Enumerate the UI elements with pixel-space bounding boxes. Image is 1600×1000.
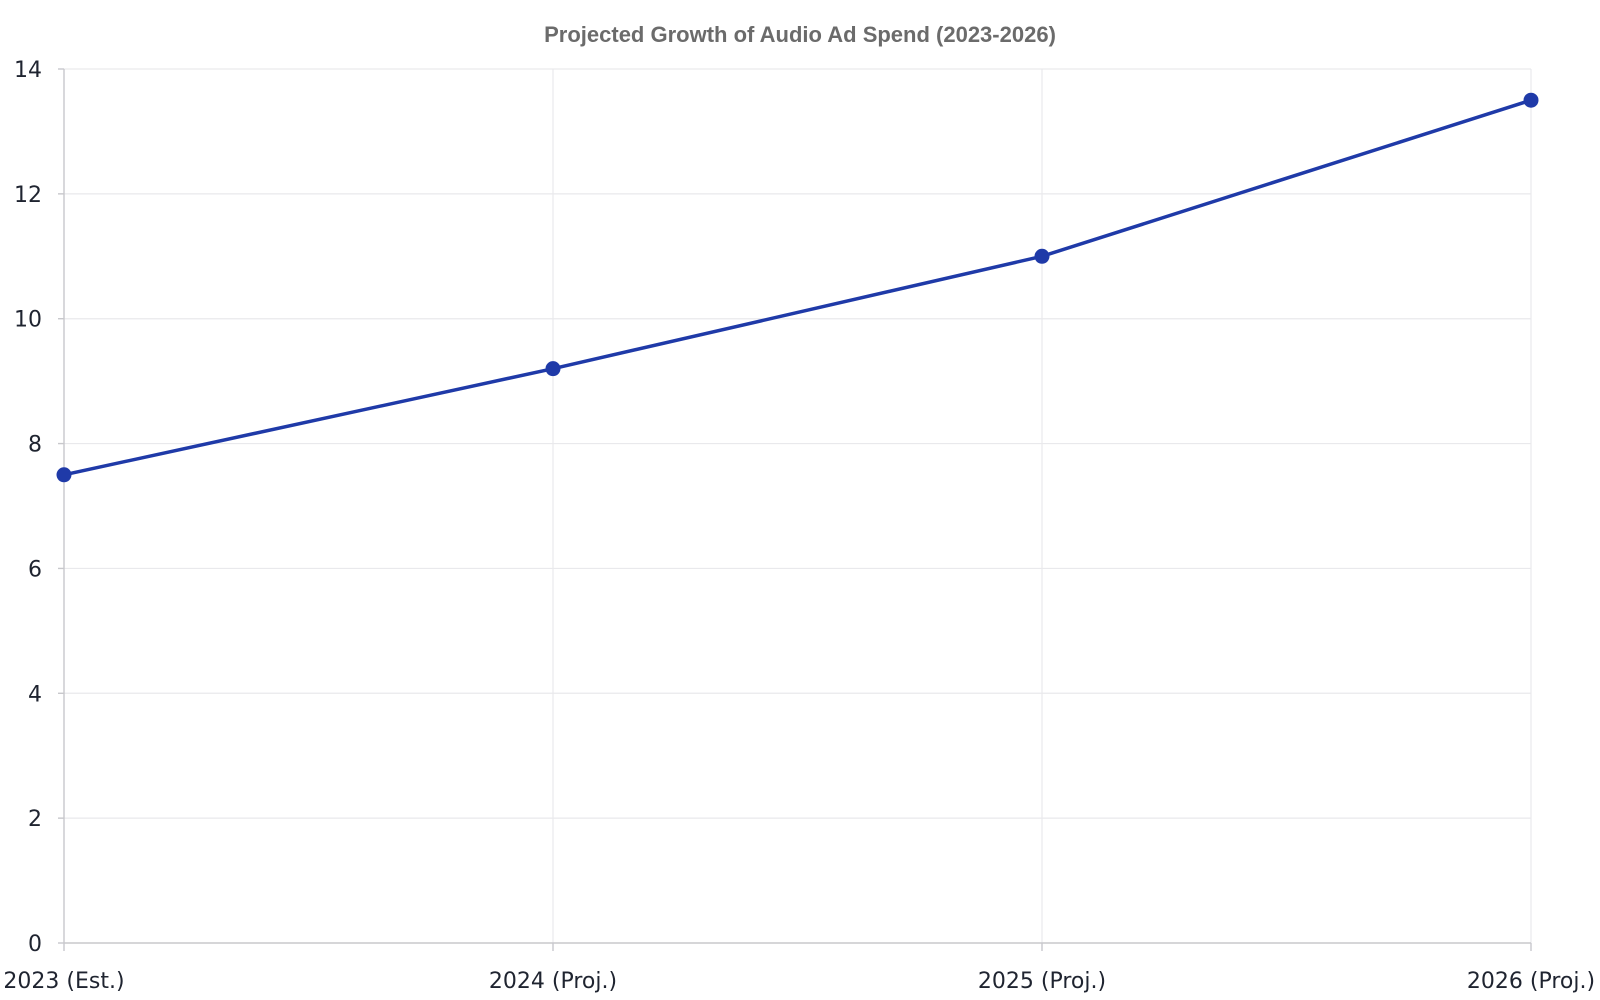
- y-tick-label: 6: [28, 557, 42, 582]
- x-tick-label: 2025 (Proj.): [978, 969, 1106, 994]
- y-tick-label: 2: [28, 807, 42, 832]
- axes: [58, 68, 1532, 951]
- x-tick-label: 2026 (Proj.): [1467, 969, 1595, 994]
- chart-title: Projected Growth of Audio Ad Spend (2023…: [544, 22, 1056, 47]
- data-point[interactable]: [56, 467, 72, 483]
- y-tick-label: 12: [14, 183, 42, 208]
- series-layer: [56, 92, 1539, 483]
- y-tick-label: 8: [28, 433, 42, 458]
- x-tick-labels: 2023 (Est.) 2024 (Proj.) 2025 (Proj.) 2026 …: [3, 969, 1595, 994]
- data-point[interactable]: [1034, 248, 1050, 264]
- grid-lines: [64, 68, 1532, 943]
- data-point[interactable]: [1523, 92, 1539, 108]
- x-tick-label: 2023 (Est.): [3, 969, 124, 994]
- y-tick-label: 10: [14, 308, 42, 333]
- y-tick-labels: 0 2 4 6 8 10 12 14: [14, 58, 42, 957]
- y-tick-label: 4: [28, 682, 42, 707]
- data-point[interactable]: [545, 361, 561, 377]
- y-tick-label: 14: [14, 58, 42, 83]
- x-tick-label: 2024 (Proj.): [489, 969, 617, 994]
- series-line: [62, 98, 1533, 477]
- y-tick-label: 0: [28, 932, 42, 957]
